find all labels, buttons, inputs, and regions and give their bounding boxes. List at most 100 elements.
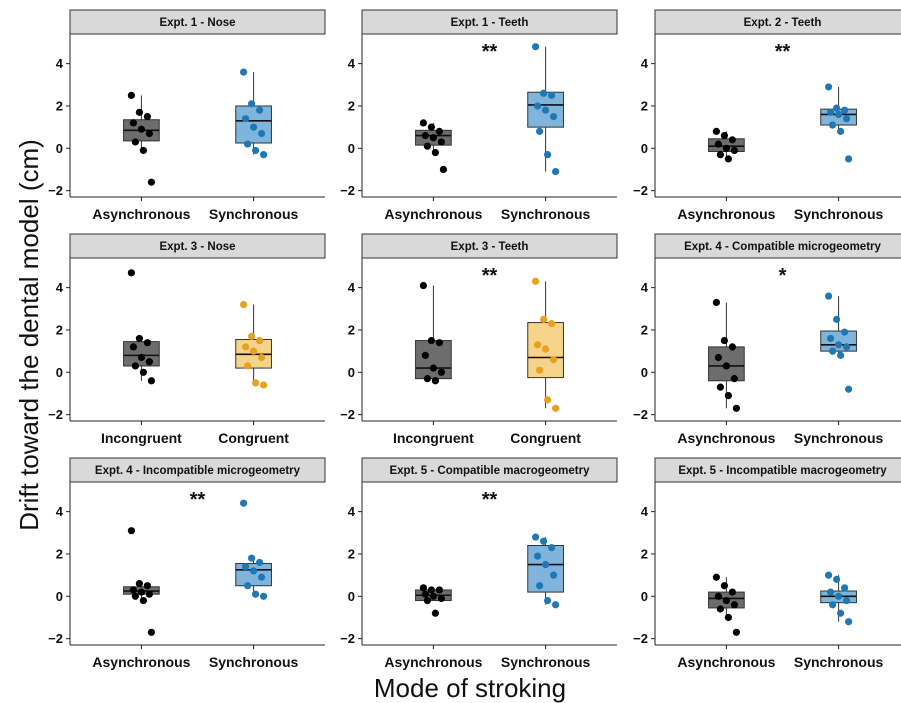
data-point — [423, 375, 431, 383]
y-tick-label: 2 — [641, 98, 648, 113]
y-tick-label: 0 — [56, 589, 63, 604]
facet-strip — [361, 9, 618, 35]
data-point — [845, 155, 853, 163]
data-point — [542, 106, 550, 114]
data-point — [427, 123, 435, 131]
data-point — [550, 356, 558, 364]
data-point — [712, 127, 721, 135]
data-point — [716, 383, 725, 391]
x-category-label: Asynchronous — [384, 654, 482, 670]
x-axis-title: Mode of stroking — [374, 673, 566, 703]
data-point — [145, 590, 153, 598]
significance-marker: ** — [482, 489, 498, 511]
x-category-label: Asynchronous — [384, 206, 482, 222]
facet-panel: Expt. 3 - Teeth −2 0 2 4 Incongruent Congruent… — [340, 233, 618, 446]
facet-title: Expt. 3 - Teeth — [451, 241, 529, 253]
data-point — [728, 343, 737, 351]
data-point — [835, 110, 843, 119]
data-point — [147, 377, 155, 385]
data-point — [730, 601, 739, 609]
y-tick-label: −2 — [48, 183, 63, 198]
data-point — [260, 381, 268, 389]
data-point — [248, 554, 256, 562]
data-point — [829, 347, 837, 355]
data-point — [841, 106, 849, 114]
data-point — [550, 571, 558, 579]
data-point — [242, 115, 250, 123]
y-tick-label: 4 — [348, 504, 356, 519]
data-point — [256, 106, 264, 114]
data-point — [429, 364, 437, 372]
facet-title: Expt. 4 - Incompatible microgeometry — [95, 465, 301, 477]
x-category-label: Asynchronous — [92, 654, 190, 670]
data-point — [423, 596, 431, 605]
data-point — [129, 119, 137, 127]
data-point — [732, 628, 741, 636]
data-point — [724, 155, 733, 163]
data-point — [250, 347, 258, 355]
data-point — [730, 375, 739, 383]
y-tick-label: 2 — [348, 98, 355, 113]
data-point — [421, 590, 429, 598]
facet-title: Expt. 1 - Nose — [159, 17, 235, 29]
data-point — [127, 91, 135, 99]
data-point — [427, 336, 435, 345]
data-point — [421, 351, 429, 359]
y-tick-label: −2 — [633, 631, 648, 646]
data-point — [712, 573, 721, 581]
facet-title: Expt. 5 - Incompatible macrogeometry — [678, 465, 887, 477]
y-tick-label: −2 — [633, 407, 648, 422]
y-tick-label: 0 — [348, 141, 355, 156]
data-point — [544, 596, 552, 605]
data-point — [429, 592, 437, 600]
data-point — [716, 605, 725, 613]
data-point — [544, 151, 552, 159]
data-point — [147, 178, 155, 186]
facet-strip — [361, 233, 618, 259]
data-point — [829, 601, 837, 609]
data-point — [139, 146, 147, 155]
data-point — [131, 592, 139, 600]
data-point — [825, 292, 833, 300]
data-point — [532, 43, 540, 51]
x-category-label: Asynchronous — [677, 654, 775, 670]
data-point — [728, 136, 737, 144]
data-point — [137, 588, 145, 596]
data-point — [722, 596, 731, 605]
box-iqr — [123, 341, 160, 367]
data-point — [722, 362, 731, 370]
y-tick-label: −2 — [340, 631, 355, 646]
data-point — [552, 167, 560, 176]
data-point — [437, 594, 445, 603]
data-point — [256, 336, 264, 345]
data-point — [714, 592, 723, 600]
data-point — [532, 277, 540, 285]
data-point — [135, 108, 143, 116]
data-point — [258, 353, 266, 362]
facet-panel: Expt. 4 - Incompatible microgeometry −2 0 2… — [48, 457, 326, 670]
data-point — [843, 115, 851, 123]
data-point — [825, 83, 833, 91]
data-point — [419, 584, 427, 592]
data-point — [841, 584, 849, 592]
y-tick-label: 0 — [641, 589, 648, 604]
facet-panel: Expt. 5 - Compatible macrogeometry −2 0 2 4 A… — [340, 457, 618, 670]
y-tick-label: 4 — [641, 504, 649, 519]
data-point — [540, 315, 548, 323]
data-point — [730, 146, 739, 155]
facet-panel: Expt. 1 - Teeth −2 0 2 4 Asynchronous Synchron… — [340, 9, 618, 222]
data-point — [427, 586, 435, 594]
data-point — [540, 537, 548, 545]
y-tick-label: 0 — [641, 141, 648, 156]
box-iqr — [415, 340, 452, 380]
data-point — [135, 580, 143, 588]
box-iqr — [235, 563, 272, 587]
data-point — [419, 119, 427, 127]
data-point — [131, 362, 139, 370]
data-point — [244, 582, 252, 590]
y-tick-label: 4 — [56, 280, 64, 295]
facet-panel: Expt. 2 - Teeth −2 0 2 4 Asynchronous Synchron… — [633, 9, 901, 222]
facet-strip — [654, 9, 901, 35]
data-point — [248, 100, 256, 108]
data-point — [244, 140, 252, 148]
